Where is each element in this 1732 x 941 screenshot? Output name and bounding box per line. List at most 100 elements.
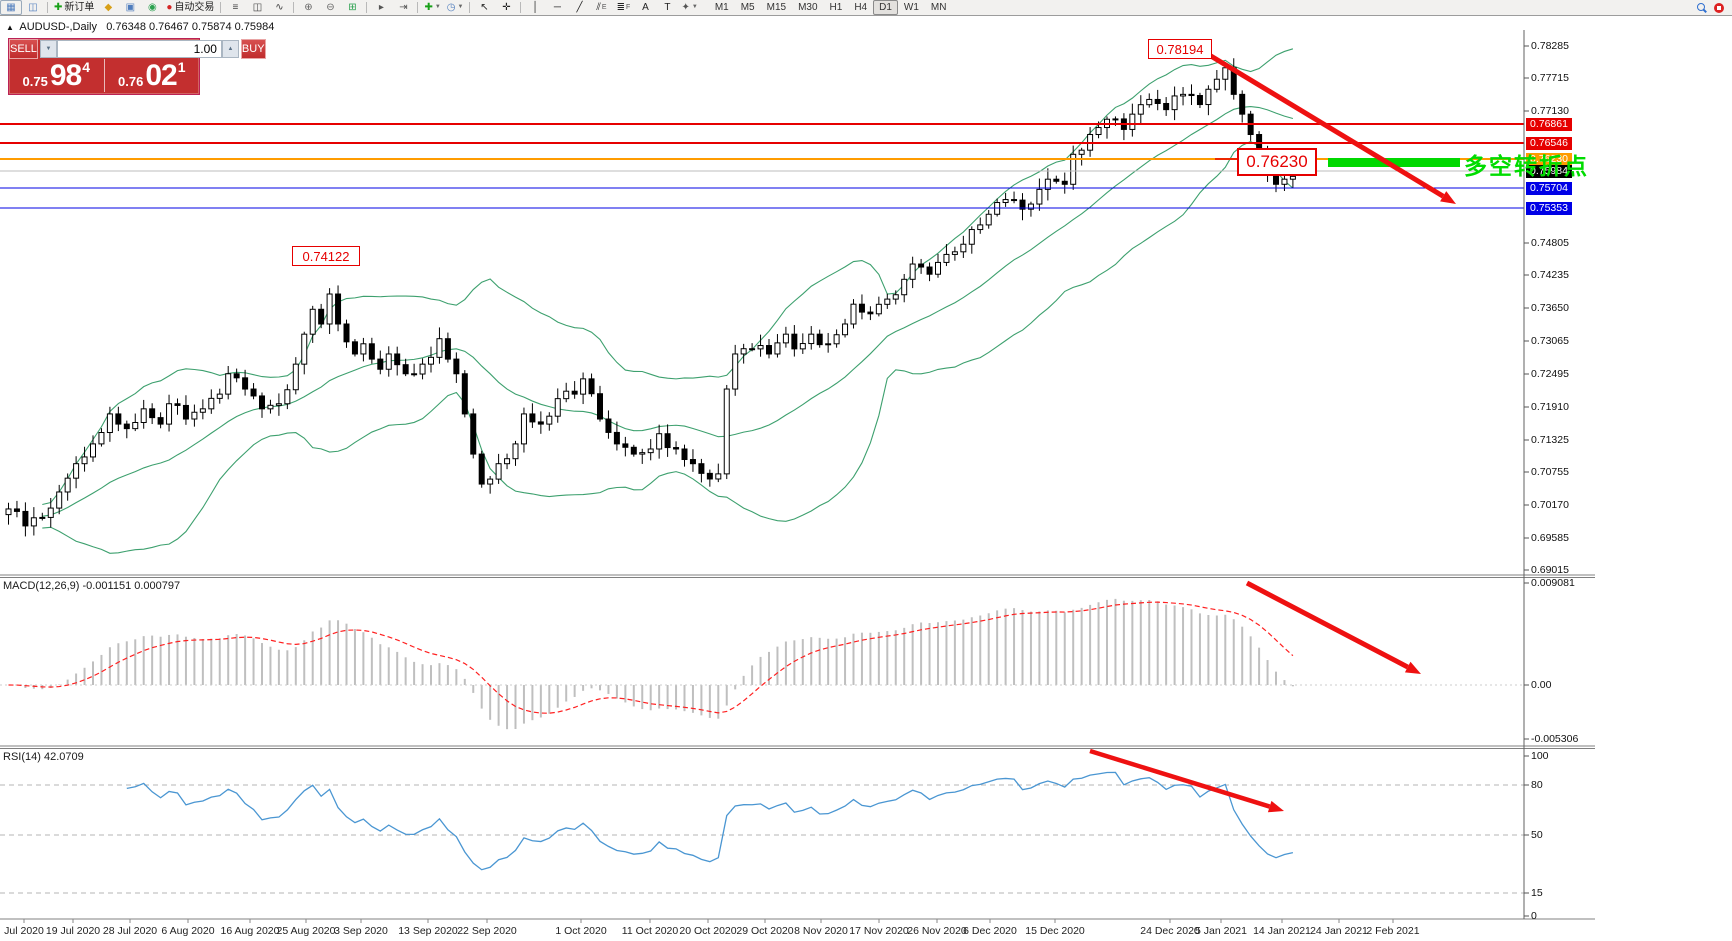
chart-title: ▲ AUDUSD-,Daily 0.76348 0.76467 0.75874 … — [6, 21, 274, 33]
buy-button[interactable]: BUY — [240, 39, 266, 59]
one-click-trading-panel: SELL ▼ ▲ BUY 0.75 98 4 0.76 02 1 — [8, 38, 266, 95]
timeframe-h4[interactable]: H4 — [854, 2, 868, 13]
chart-window-icon[interactable]: ◫ — [28, 2, 38, 13]
peak-price-label[interactable]: 0.78194 — [1148, 39, 1212, 59]
trend-line-icon[interactable]: ╱ — [576, 2, 583, 13]
date-axis-label: 17 Nov 2020 — [849, 925, 909, 937]
timeframe-d1[interactable]: D1 — [873, 0, 898, 15]
community-chat-icon[interactable] — [1714, 2, 1724, 13]
periods-menu-icon[interactable]: ◷ ▼ — [446, 2, 464, 13]
date-axis-label: 13 Sep 2020 — [398, 925, 458, 937]
toolbar-separator — [417, 2, 419, 13]
timeframe-w1[interactable]: W1 — [903, 2, 919, 13]
date-axis-label: 14 Jan 2021 — [1253, 925, 1311, 937]
buy-price[interactable]: 0.76 02 1 — [105, 59, 200, 92]
line-chart-icon[interactable]: ∿ — [275, 2, 284, 13]
price-axis-tick: 0.77715 — [1531, 72, 1569, 84]
swing-high-price-label[interactable]: 0.74122 — [292, 246, 360, 266]
zoom-out-icon[interactable]: ⊖ — [326, 2, 335, 13]
toolbar-separator — [47, 2, 48, 13]
sell-price-big: 98 — [49, 59, 82, 92]
date-axis-label: 28 Jul 2020 — [102, 925, 158, 937]
signals-icon[interactable]: ◉ — [148, 2, 157, 13]
price-axis-tick: 0.72495 — [1531, 368, 1569, 380]
toolbar-separator — [520, 2, 522, 13]
date-axis-label: 24 Jan 2021 — [1310, 925, 1368, 937]
price-axis-tick: 0.70755 — [1531, 466, 1569, 478]
date-axis-label: 26 Nov 2020 — [907, 925, 967, 937]
fibonacci-icon[interactable]: ≣ F — [616, 2, 631, 13]
profiles-icon[interactable]: ▣ — [125, 2, 136, 13]
macd-axis-tick: 0.00 — [1531, 679, 1552, 691]
timeframe-mn[interactable]: MN — [930, 2, 947, 13]
date-axis-label: 20 Oct 2020 — [679, 925, 737, 937]
indicators-icon[interactable]: ✚ ▼ — [424, 2, 441, 13]
horizontal-line-icon[interactable]: ─ — [553, 2, 562, 13]
price-axis-tick: 0.78285 — [1531, 40, 1569, 52]
candle-chart-icon[interactable]: ◫ — [252, 2, 263, 13]
turning-point-bar[interactable] — [1328, 158, 1460, 167]
price-axis-tick: 0.69585 — [1531, 532, 1569, 544]
turn-level-price-label[interactable]: 0.76230 — [1237, 148, 1317, 176]
cursor-icon[interactable]: ↖ — [480, 2, 489, 13]
date-axis-label: 11 Oct 2020 — [621, 925, 679, 937]
date-axis-label: 22 Sep 2020 — [457, 925, 517, 937]
volume-decrease-button[interactable]: ▼ — [39, 40, 57, 58]
date-axis-label: Jul 2020 — [4, 925, 44, 937]
price-badge-0.76230: 0.76230 — [1526, 153, 1572, 166]
autotrading-button[interactable]: ● 自动交易 — [166, 2, 215, 13]
volume-input[interactable] — [56, 40, 222, 58]
price-badge-0.76861: 0.76861 — [1526, 118, 1572, 131]
shapes-icon[interactable]: ✦ ▼ — [681, 2, 698, 13]
text-icon[interactable]: A — [642, 2, 649, 13]
price-badge-0.75984: 0.75984 — [1526, 165, 1572, 178]
rsi-axis-tick: 80 — [1531, 779, 1543, 791]
timeframe-m15[interactable]: M15 — [766, 2, 787, 13]
text-label-icon[interactable]: T — [664, 2, 671, 13]
date-axis-label: 29 Oct 2020 — [736, 925, 794, 937]
timeframe-h1[interactable]: H1 — [829, 2, 843, 13]
equidistant-channel-icon[interactable]: ⫽ E — [596, 2, 607, 13]
price-badge-0.75704: 0.75704 — [1526, 182, 1572, 195]
timeframe-m5[interactable]: M5 — [740, 2, 755, 13]
date-axis-label: 5 Jan 2021 — [1195, 925, 1247, 937]
date-axis-label: 24 Dec 2020 — [1140, 925, 1200, 937]
downtrend-arrow-1[interactable] — [1194, 44, 1456, 204]
date-axis-label: 16 Aug 2020 — [220, 925, 280, 937]
date-axis-label: 6 Aug 2020 — [161, 925, 215, 937]
toolbar-separator — [293, 2, 295, 13]
main-toolbar: ▦ ◫ ✚ 新订单 ◆ ▣ ◉ ● 自动交易 ≡ ◫ ∿ ⊕ ⊖ ⊞ ▸ ⇥ ✚ ▼ ◷ ▼ ↖ ✛ │ ─ ╱ ⫽ E ≣ F A T ✦ ▼ M… — [0, 0, 1732, 16]
auto-scroll-icon[interactable]: ▸ — [378, 2, 384, 13]
buy-price-pip: 1 — [177, 59, 186, 75]
zoom-in-icon[interactable]: ⊕ — [304, 2, 313, 13]
date-axis-label: 2 Feb 2021 — [1366, 925, 1420, 937]
price-axis-tick: 0.77130 — [1531, 105, 1569, 117]
turning-point-note[interactable]: 多空转折点 — [1464, 153, 1589, 179]
chart-style-icon[interactable]: ◆ — [104, 2, 113, 13]
crosshair-icon[interactable]: ✛ — [502, 2, 511, 13]
bar-chart-icon[interactable]: ≡ — [232, 2, 239, 13]
date-axis-label: 19 Jul 2020 — [45, 925, 101, 937]
rsi-line — [126, 771, 1294, 871]
volume-increase-button[interactable]: ▲ — [221, 40, 239, 58]
timeframe-m1[interactable]: M1 — [714, 2, 729, 13]
downtrend-arrow-2[interactable] — [1245, 580, 1421, 674]
sell-price[interactable]: 0.75 98 4 — [9, 59, 105, 92]
price-badge-0.76546: 0.76546 — [1526, 137, 1572, 150]
chart-shift-icon[interactable]: ⇥ — [399, 2, 408, 13]
search-icon[interactable] — [1697, 3, 1707, 13]
downtrend-arrow-3[interactable] — [1089, 748, 1284, 813]
tile-windows-icon[interactable]: ⊞ — [348, 2, 357, 13]
rsi-axis-tick: 0 — [1531, 910, 1537, 922]
timeframe-m30[interactable]: M30 — [798, 2, 818, 13]
new-chart-icon[interactable]: ▦ — [0, 0, 22, 15]
sell-button[interactable]: SELL — [9, 39, 38, 59]
date-axis-label: 15 Dec 2020 — [1025, 925, 1085, 937]
vertical-line-icon[interactable]: │ — [532, 2, 539, 13]
new-order-button[interactable]: ✚ 新订单 — [54, 2, 95, 13]
macd-label: MACD(12,26,9) -0.001151 0.000797 — [3, 580, 181, 592]
toolbar-separator — [366, 2, 368, 13]
ohlc-values: 0.76348 0.76467 0.75874 0.75984 — [106, 21, 275, 33]
